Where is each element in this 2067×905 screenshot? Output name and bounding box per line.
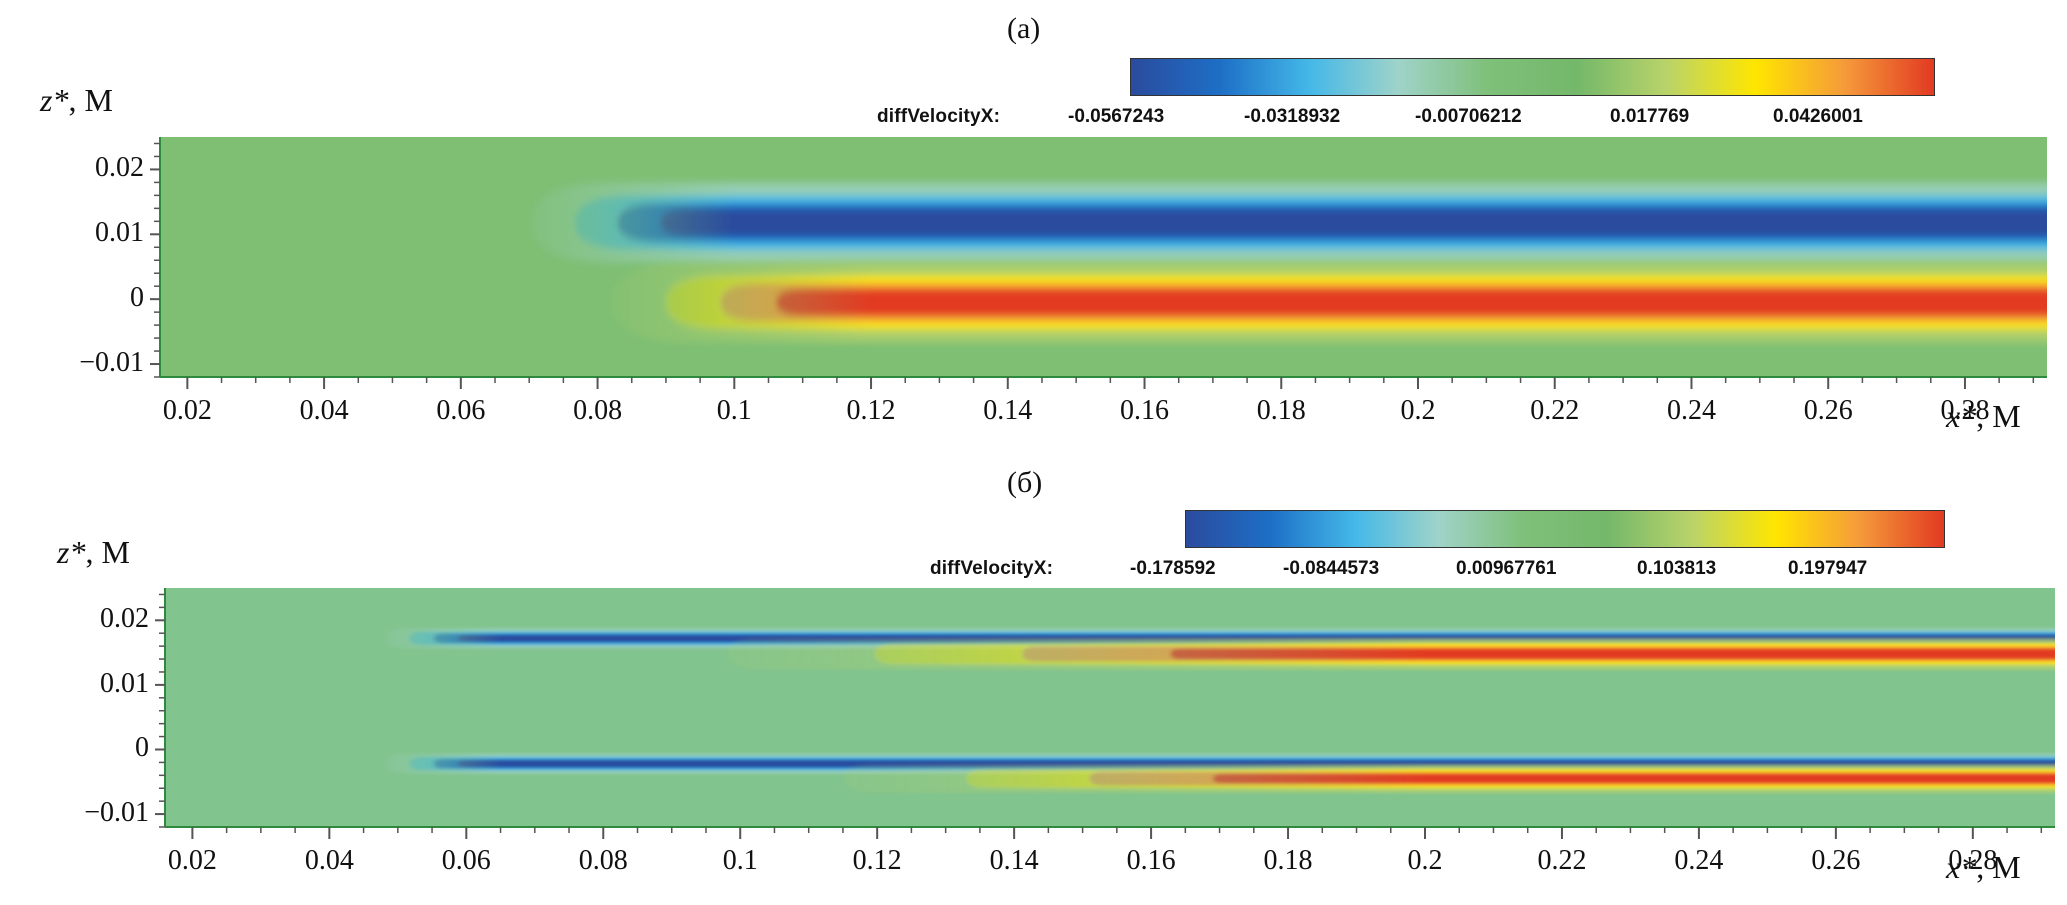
x-tick-label: 0.02	[162, 395, 212, 426]
y-tick-label: 0.01	[95, 217, 144, 249]
x-tick-label: 0.04	[299, 395, 349, 426]
x-tick-label: 0.16	[1120, 395, 1170, 426]
colorbar-b-tick: 0.103813	[1637, 558, 1717, 579]
colorbar-a-tick: -0.0318932	[1244, 106, 1341, 127]
high-velocity-band	[609, 262, 2047, 343]
colorbar-b-tick: 0.00967761	[1456, 558, 1557, 579]
x-tick-label: 0.26	[1811, 845, 1861, 876]
colorbar-a-tick: 0.0426001	[1773, 106, 1863, 127]
x-tick-label: 0.12	[846, 395, 896, 426]
x-tick-label: 0.28	[1948, 845, 1998, 876]
field-structures	[384, 628, 2055, 793]
x-tick-label: 0.18	[1263, 845, 1313, 876]
upper-positive-streak	[726, 638, 2055, 670]
colorbar-b-tick: -0.0844573	[1283, 558, 1380, 579]
colorbar-b	[1185, 510, 1945, 548]
x-tick-label: 0.06	[441, 845, 491, 876]
panel-b: (б) diffVelocityX: -0.178592 -0.0844573 …	[0, 452, 2067, 905]
x-tick-label: 0.08	[573, 395, 623, 426]
x-tick-label: 0.2	[1400, 395, 1436, 426]
x-tick-label: 0.28	[1940, 395, 1990, 426]
x-tick-label: 0.24	[1674, 845, 1724, 876]
y-tick-label: −0.01	[79, 347, 144, 379]
colorbar-a	[1130, 58, 1935, 96]
x-tick-label: 0.04	[304, 845, 354, 876]
field-structures	[530, 182, 2047, 343]
x-tick-label: 0.06	[436, 395, 486, 426]
x-tick-label: 0.12	[852, 845, 902, 876]
colorbar-a-tick: -0.0567243	[1068, 106, 1165, 127]
y-axis-title-b: z*, M	[57, 534, 130, 570]
lower-positive-streak	[842, 764, 2055, 793]
colorbar-b-tick: -0.178592	[1130, 558, 1216, 579]
y-tick-label: 0	[135, 732, 149, 764]
colorbar-a-tick: 0.017769	[1610, 106, 1690, 127]
low-velocity-band-layer	[660, 209, 2047, 237]
x-tick-label: 0.1	[722, 845, 758, 876]
x-tick-label: 0.26	[1803, 395, 1853, 426]
y-tick-label: 0.02	[95, 152, 144, 184]
x-axis-title-a: x*, M	[1946, 398, 2021, 434]
colorbar-a-tick: -0.00706212	[1415, 106, 1522, 127]
x-tick-label: 0.14	[983, 395, 1033, 426]
y-axis-title-a: z*, M	[40, 82, 113, 118]
y-tick-label: −0.01	[84, 797, 149, 829]
upper-positive-streak-layer	[1170, 648, 2055, 660]
x-tick-label: 0.18	[1256, 395, 1306, 426]
x-tick-label: 0.16	[1126, 845, 1176, 876]
heatmap-plot-b	[155, 588, 2055, 839]
panel-a-label: (a)	[1007, 12, 1041, 45]
heatmap-plot-a	[150, 137, 2047, 389]
y-tick-label: 0.02	[100, 603, 149, 635]
x-tick-label: 0.1	[716, 395, 752, 426]
high-velocity-band-layer	[775, 288, 2047, 317]
x-tick-label: 0.02	[167, 845, 217, 876]
panel-b-label: (б)	[1007, 466, 1043, 499]
colorbar-b-title: diffVelocityX:	[930, 558, 1054, 579]
x-tick-label: 0.24	[1666, 395, 1716, 426]
panel-a: (a) diffVelocityX: -0.0567243 -0.0318932…	[0, 0, 2067, 452]
x-tick-label: 0.08	[578, 845, 628, 876]
x-tick-label: 0.22	[1530, 395, 1580, 426]
y-tick-label: 0.01	[100, 667, 149, 699]
x-tick-label: 0.22	[1537, 845, 1587, 876]
x-axis-title-b: x*, M	[1946, 849, 2021, 885]
y-tick-label: 0	[130, 282, 144, 314]
x-tick-label: 0.14	[989, 845, 1039, 876]
colorbar-b-tick: 0.197947	[1788, 558, 1868, 579]
x-tick-label: 0.2	[1407, 845, 1443, 876]
colorbar-a-title: diffVelocityX:	[877, 106, 1001, 127]
low-velocity-band	[530, 182, 2047, 263]
lower-positive-streak-layer	[1212, 773, 2055, 784]
